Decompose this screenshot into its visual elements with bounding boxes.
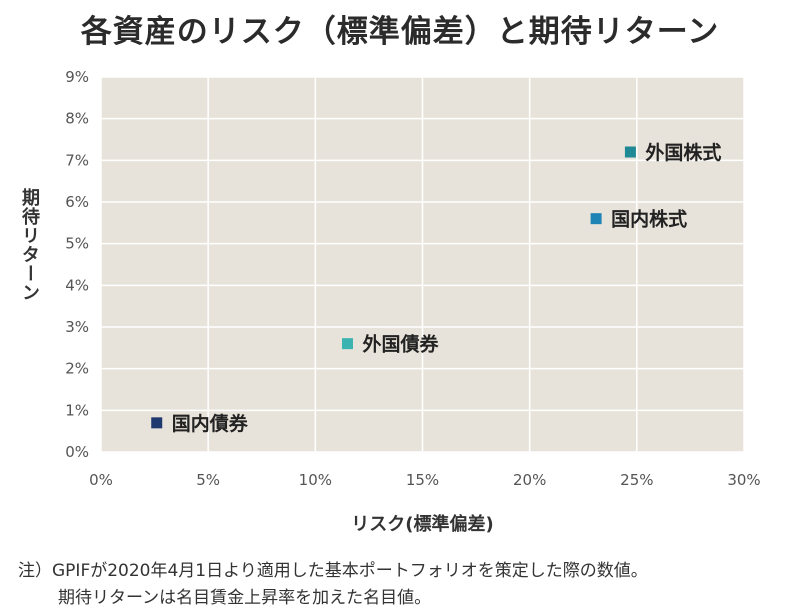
x-tick-label: 25%: [620, 471, 653, 489]
x-tick-label: 10%: [299, 471, 332, 489]
x-tick-label: 15%: [406, 471, 439, 489]
data-point: [590, 213, 602, 225]
y-axis-label: 期待リターン: [19, 188, 40, 302]
x-tick-label: 0%: [89, 471, 113, 489]
x-tick-label: 5%: [196, 471, 220, 489]
footnote: 注）GPIFが2020年4月1日より適用した基本ポートフォリオを策定した際の数値…: [18, 558, 798, 612]
y-tick-label: 6%: [65, 193, 89, 211]
x-axis-label: リスク(標準偏差): [351, 514, 494, 535]
data-point: [341, 338, 353, 350]
data-label: 外国株式: [645, 141, 721, 164]
y-tick-label: 0%: [65, 443, 89, 461]
y-tick-label: 2%: [65, 360, 89, 378]
chart-title: 各資産のリスク（標準偏差）と期待リターン: [80, 14, 720, 50]
footnote-line-2: 期待リターンは名目賃金上昇率を加えた名目値。: [58, 588, 432, 608]
y-tick-label: 1%: [65, 401, 89, 419]
y-tick-label: 3%: [65, 318, 89, 336]
x-tick-label: 20%: [513, 471, 546, 489]
y-tick-label: 7%: [65, 151, 89, 169]
data-label: 国内株式: [611, 208, 687, 231]
x-tick-label: 30%: [727, 471, 760, 489]
y-tick-label: 9%: [65, 68, 89, 86]
data-point: [151, 417, 163, 429]
data-label: 国内債券: [172, 412, 249, 435]
data-label: 外国債券: [362, 333, 439, 356]
data-point: [624, 146, 636, 158]
y-tick-label: 8%: [65, 110, 89, 128]
y-tick-label: 4%: [65, 276, 89, 294]
y-tick-label: 5%: [65, 235, 89, 253]
footnote-line-1: 注）GPIFが2020年4月1日より適用した基本ポートフォリオを策定した際の数値…: [18, 561, 648, 581]
